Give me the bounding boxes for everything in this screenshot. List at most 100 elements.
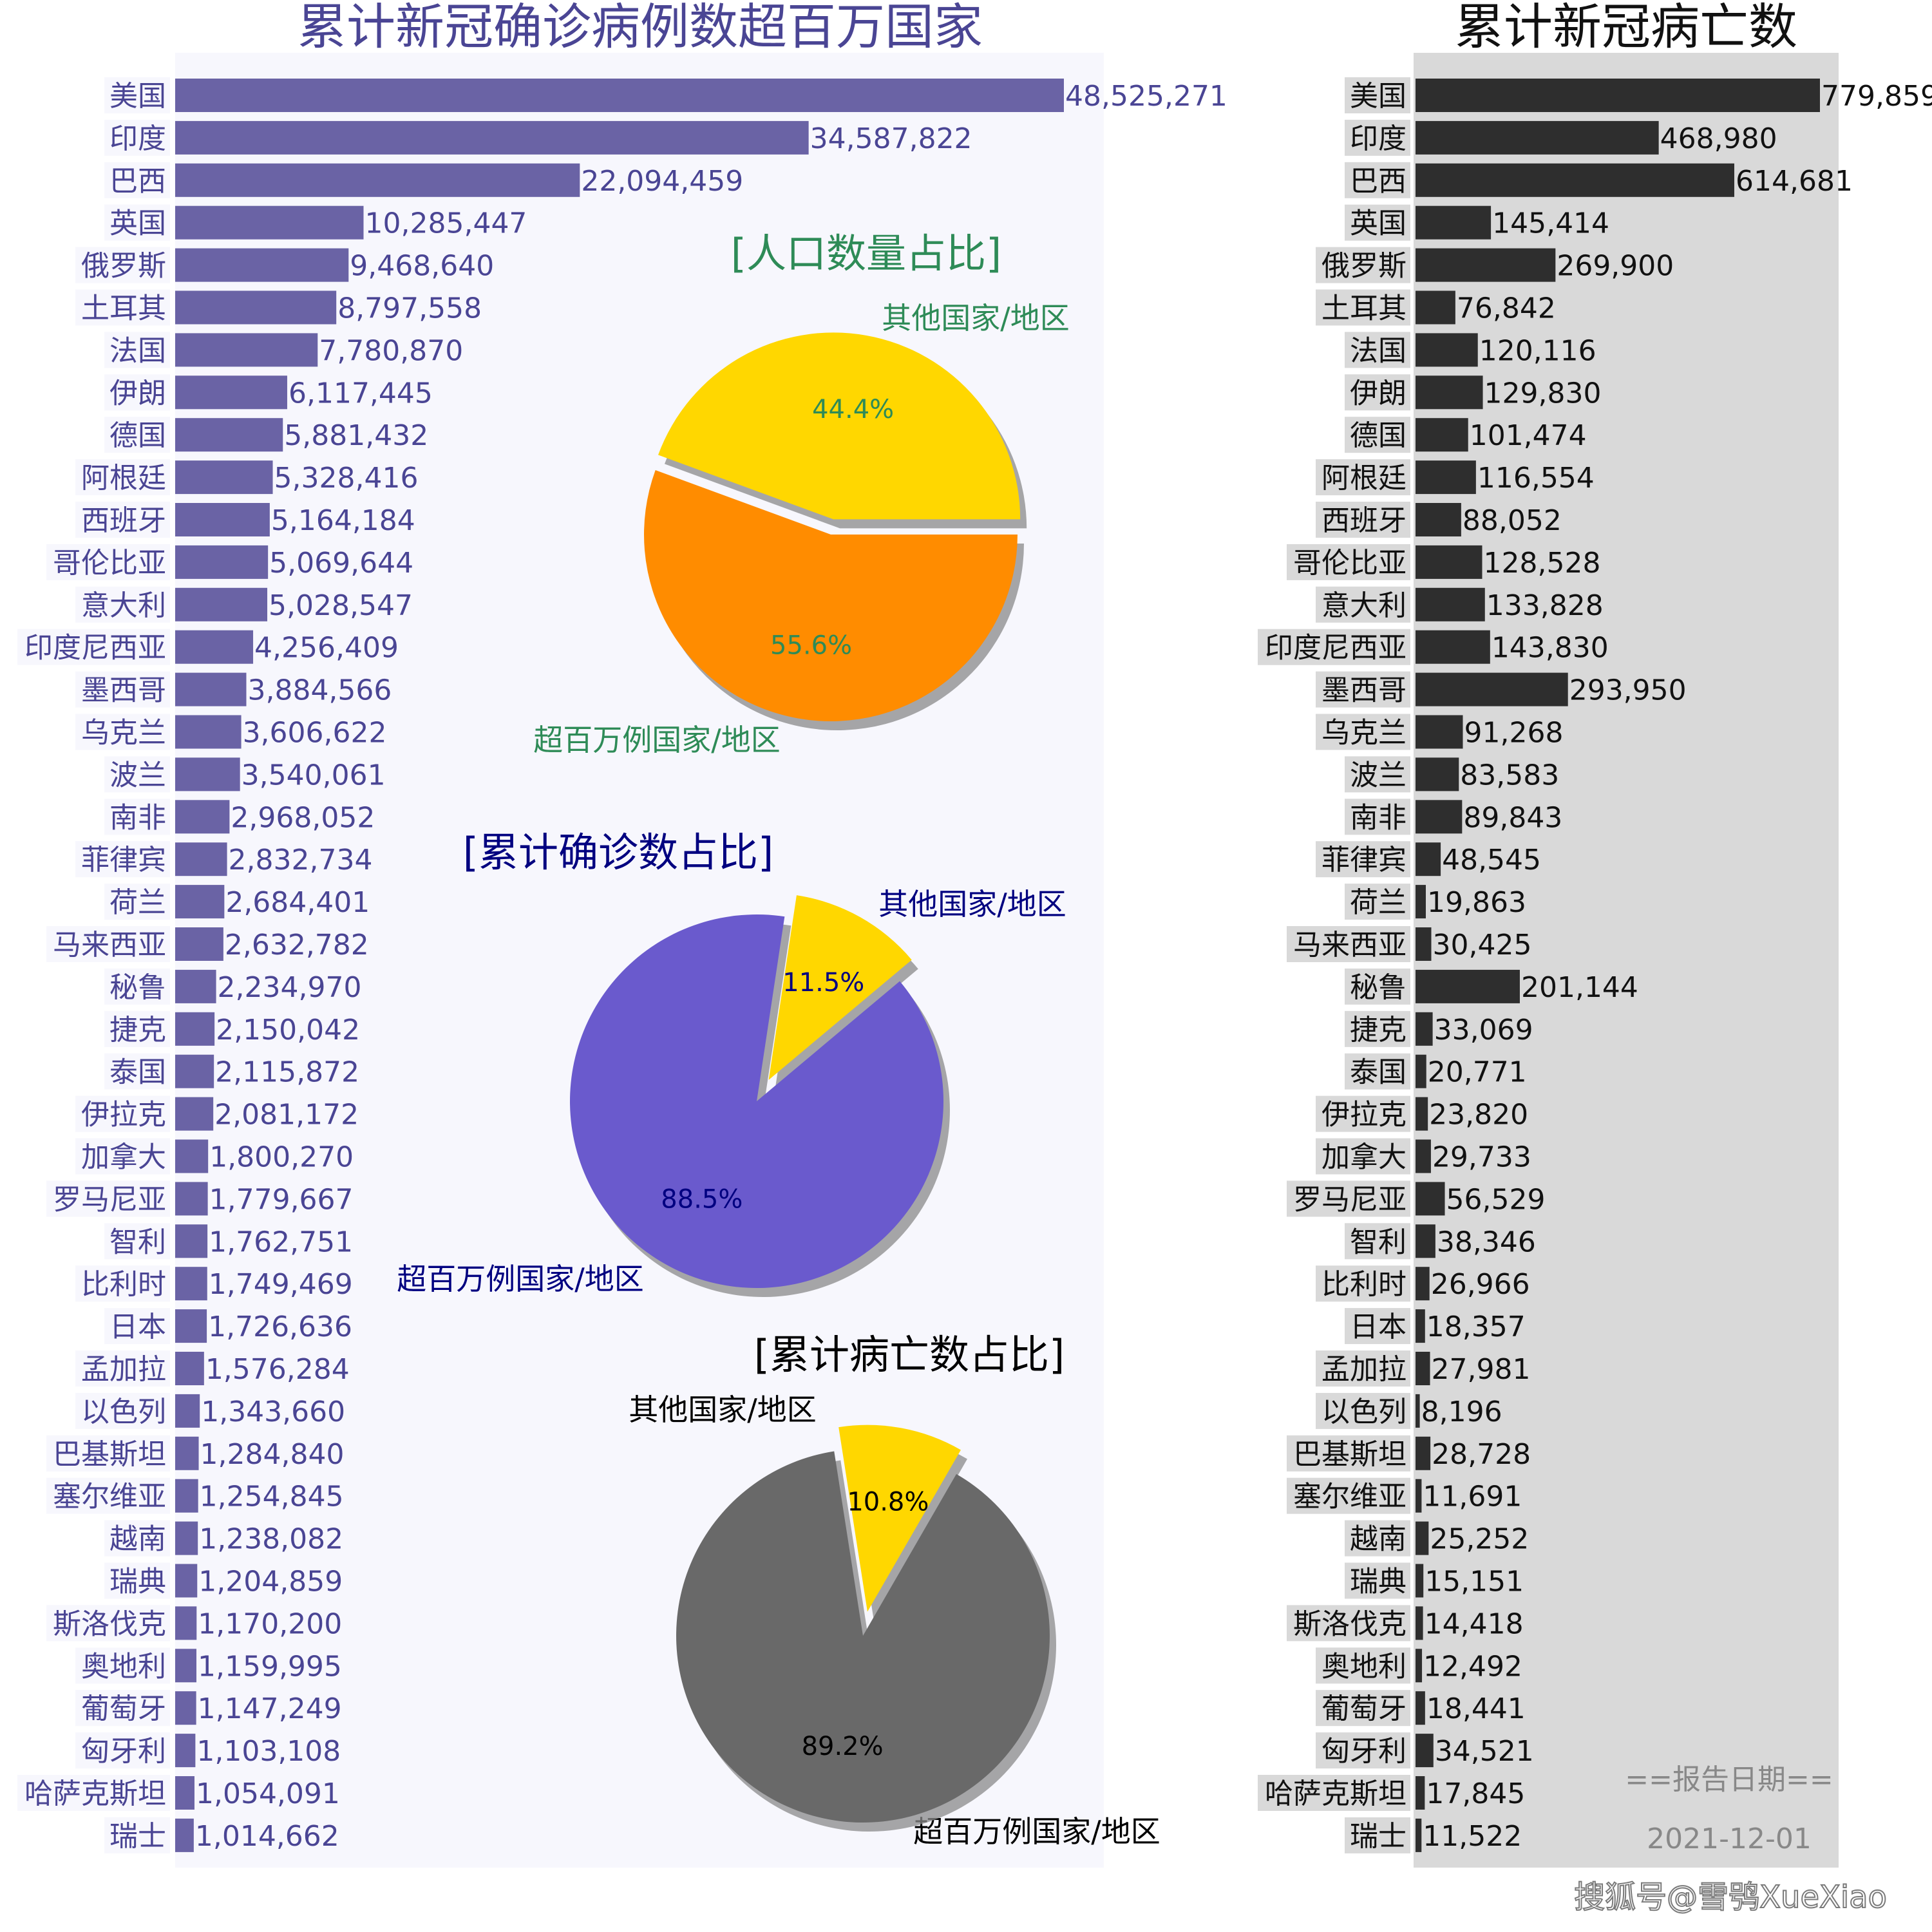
category-label-bg [104,374,170,411]
value-label: 5,881,432 [284,419,428,452]
value-label: 2,632,782 [225,929,369,961]
value-label: 22,094,459 [581,165,743,198]
category-label-bg [1316,289,1410,326]
category-label: 俄罗斯 [81,250,166,283]
category-label: 哈萨克斯坦 [1265,1777,1406,1810]
category-label-bg [1316,1138,1410,1175]
value-label: 1,779,667 [209,1183,354,1216]
bar [175,1267,207,1301]
category-label: 孟加拉 [81,1353,166,1386]
category-label: 越南 [109,1523,166,1556]
value-label: 1,749,469 [209,1268,353,1301]
bar [1416,1352,1430,1385]
bar [1416,1691,1425,1725]
watermark: 搜狐号@雪鸮XueXiao [1574,1879,1887,1915]
bar [1416,545,1482,579]
category-label-bg [46,1180,170,1217]
category-label-bg [1287,926,1410,962]
value-label: 1,284,840 [200,1438,345,1471]
bar [175,333,318,367]
category-label: 哥伦比亚 [1293,547,1406,580]
category-label-bg [1345,884,1410,920]
category-label: 孟加拉 [1321,1353,1406,1386]
bar [1416,969,1520,1003]
bar [175,1564,198,1598]
value-label: 1,238,082 [199,1523,343,1556]
bar [175,1734,196,1768]
category-label-bg [75,586,170,623]
value-label: 12,492 [1423,1650,1522,1683]
bar [1416,715,1463,749]
category-label: 乌克兰 [81,717,166,750]
pie-slice [658,332,1021,520]
pie-deaths-title: [累计病亡数占比] [754,1331,1065,1378]
left-chart-title: 累计新冠确诊病例数超百万国家 [298,0,983,55]
bar [1416,1734,1434,1768]
bar [175,248,349,282]
bar [175,1352,204,1385]
bar [175,715,242,749]
category-label: 波兰 [1350,759,1406,791]
category-label: 阿根廷 [1321,462,1406,495]
category-label-bg [1316,671,1410,708]
category-label-bg [1345,1520,1410,1557]
value-label: 28,728 [1432,1438,1531,1471]
value-label: 120,116 [1479,334,1596,367]
category-label-bg [1287,1477,1410,1514]
pie-4: 10.8% 89.2% [676,1425,1057,1832]
bar [1416,248,1556,282]
deaths-bars: 美国 779,859 印度 468,980 巴西 614,681 英国 145,414 俄罗斯 2… [1258,77,1932,1853]
category-label-bg [75,1095,170,1132]
category-label: 马来西亚 [1293,929,1406,961]
category-label: 德国 [1350,419,1406,452]
value-label: 145,414 [1492,207,1609,240]
category-label-bg [1316,1350,1410,1387]
bar [175,927,223,961]
value-label: 8,196 [1421,1396,1502,1428]
category-label: 哥伦比亚 [53,547,166,580]
category-label: 法国 [1350,334,1406,367]
category-label-bg [104,1308,170,1345]
value-label: 88,052 [1463,504,1562,537]
value-label: 7,780,870 [319,334,463,367]
value-label: 29,733 [1432,1141,1531,1174]
category-label-bg [1345,799,1410,835]
value-label: 1,576,284 [205,1353,350,1386]
category-label: 俄罗斯 [1321,250,1406,283]
bar [1416,79,1820,112]
bar [175,885,225,919]
category-label: 马来西亚 [53,929,166,961]
category-label: 南非 [1350,801,1406,834]
category-label-bg [1345,417,1410,453]
category-label: 哈萨克斯坦 [24,1777,166,1810]
category-label: 瑞士 [1350,1820,1406,1853]
category-label: 斯洛伐克 [53,1607,166,1640]
category-label: 瑞士 [109,1820,166,1853]
value-label: 27,981 [1432,1353,1531,1386]
bar [1416,1267,1430,1301]
category-label: 巴基斯坦 [53,1438,166,1471]
category-label: 法国 [109,334,166,367]
category-label: 越南 [1350,1523,1406,1556]
category-label: 荷兰 [109,886,166,919]
category-label: 捷克 [109,1014,166,1046]
category-label: 智利 [109,1226,166,1258]
category-label: 比利时 [81,1268,166,1301]
category-label: 捷克 [1350,1014,1406,1046]
category-label: 匈牙利 [1321,1735,1406,1768]
bar [175,757,240,791]
category-label-bg [1316,1690,1410,1727]
bar [175,1436,199,1470]
category-label-bg [75,1732,170,1769]
right-chart-title: 累计新冠病亡数 [1455,0,1797,55]
category-label-bg [104,799,170,835]
value-label: 48,545 [1442,844,1541,876]
category-label-bg [1287,1605,1410,1642]
value-label: 128,528 [1484,547,1601,580]
value-label: 3,540,061 [242,759,386,791]
bar [175,1224,208,1258]
value-label: 3,606,622 [243,717,387,750]
value-label: 34,521 [1435,1735,1534,1768]
bar [1416,842,1441,876]
